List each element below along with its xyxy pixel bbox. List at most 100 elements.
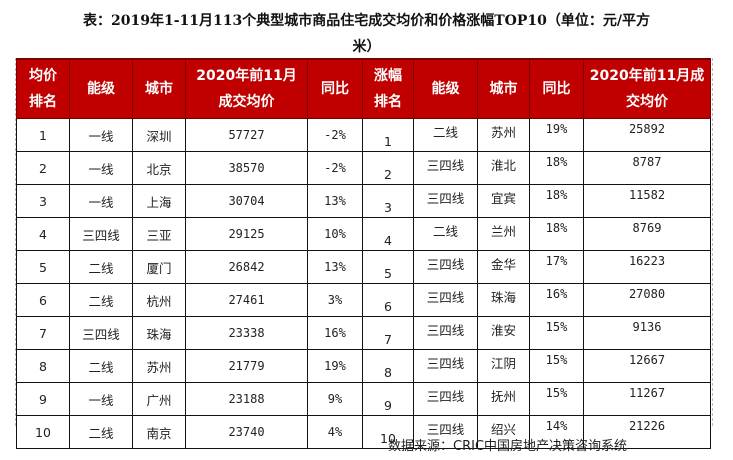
header-avg-rank-line2: 排名 [29, 94, 57, 110]
table-row: 8 二线 苏州 21779 19% 8 三四线 江阴 15% 12667 [16, 349, 711, 383]
avg-rank-cell: 4 [16, 217, 70, 251]
growth-rank-cell: 9 [362, 382, 414, 416]
tier-cell: 二线 [69, 250, 133, 284]
growth-rank-cell: 2 [362, 151, 414, 185]
city-cell: 南京 [132, 415, 186, 449]
avg-price-cell: 21226 [583, 415, 711, 449]
avg-rank-cell: 9 [16, 382, 70, 416]
yoy-cell: 13% [307, 250, 363, 284]
city-cell: 上海 [132, 184, 186, 218]
avg-price-cell: 8769 [583, 217, 711, 251]
city-cell: 三亚 [132, 217, 186, 251]
top10-price-table: 均价 排名 能级 城市 2020年前11月 成交均价 同比 涨幅 排名 能级 城… [16, 58, 711, 449]
header-price-right: 2020年前11月成 交均价 [583, 58, 711, 119]
avg-price-cell: 29125 [185, 217, 308, 251]
avg-rank-cell: 6 [16, 283, 70, 317]
avg-price-cell: 23188 [185, 382, 308, 416]
avg-price-cell: 27461 [185, 283, 308, 317]
left-guide-line [15, 58, 16, 426]
avg-rank-cell: 7 [16, 316, 70, 350]
tier-cell: 三四线 [69, 217, 133, 251]
header-avg-price-line1: 2020年前11月 [196, 68, 297, 84]
yoy-cell: 10% [307, 217, 363, 251]
yoy-cell: -2% [307, 151, 363, 185]
table-title: 表：2019年1-11月113个典型城市商品住宅成交均价和价格涨幅TOP10（单… [0, 8, 733, 60]
table-row: 6 二线 杭州 27461 3% 6 三四线 珠海 16% 27080 [16, 283, 711, 317]
tier-cell: 三四线 [413, 184, 478, 218]
avg-price-cell: 16223 [583, 250, 711, 284]
growth-rank-cell: 4 [362, 217, 414, 251]
table-row: 10 二线 南京 23740 4% 10 三四线 绍兴 14% 21226 [16, 415, 711, 449]
avg-rank-cell: 8 [16, 349, 70, 383]
yoy-cell: 18% [529, 151, 584, 185]
avg-price-cell: 23740 [185, 415, 308, 449]
growth-rank-cell: 6 [362, 283, 414, 317]
avg-price-cell: 38570 [185, 151, 308, 185]
city-cell: 厦门 [132, 250, 186, 284]
growth-rank-cell: 5 [362, 250, 414, 284]
header-yoy-right: 同比 [529, 58, 584, 119]
table-row: 4 三四线 三亚 29125 10% 4 二线 兰州 18% 8769 [16, 217, 711, 251]
table-row: 7 三四线 珠海 23338 16% 7 三四线 淮安 15% 9136 [16, 316, 711, 350]
city-cell: 北京 [132, 151, 186, 185]
table-row: 9 一线 广州 23188 9% 9 三四线 抚州 15% 11267 [16, 382, 711, 416]
avg-rank-cell: 2 [16, 151, 70, 185]
growth-rank-cell: 1 [362, 118, 414, 152]
header-avg-price-line2: 成交均价 [218, 94, 275, 110]
yoy-cell: 14% [529, 415, 584, 449]
avg-price-cell: 12667 [583, 349, 711, 383]
yoy-cell: 13% [307, 184, 363, 218]
header-price-right-line1: 2020年前11月成 [589, 68, 705, 84]
avg-price-cell: 26842 [185, 250, 308, 284]
title-line-2: 米） [352, 39, 381, 55]
yoy-cell: 3% [307, 283, 363, 317]
header-growth-rank-line2: 排名 [374, 94, 402, 110]
tier-cell: 一线 [69, 151, 133, 185]
city-cell: 广州 [132, 382, 186, 416]
city-cell: 抚州 [477, 382, 530, 416]
yoy-cell: 16% [529, 283, 584, 317]
header-city-right: 城市 [477, 58, 530, 119]
city-cell: 金华 [477, 250, 530, 284]
yoy-cell: -2% [307, 118, 363, 152]
yoy-cell: 17% [529, 250, 584, 284]
header-price-right-line2: 交均价 [626, 94, 668, 110]
tier-cell: 三四线 [413, 349, 478, 383]
yoy-cell: 15% [529, 382, 584, 416]
city-cell: 珠海 [477, 283, 530, 317]
tier-cell: 一线 [69, 382, 133, 416]
tier-cell: 三四线 [413, 382, 478, 416]
avg-price-cell: 8787 [583, 151, 711, 185]
header-city-left: 城市 [132, 58, 186, 119]
city-cell: 杭州 [132, 283, 186, 317]
yoy-cell: 15% [529, 316, 584, 350]
data-source-note: 数据来源：CRIC中国房地产决策咨询系统 [388, 439, 628, 454]
tier-cell: 三四线 [413, 316, 478, 350]
tier-cell: 三四线 [413, 415, 478, 449]
tier-cell: 一线 [69, 118, 133, 152]
avg-price-cell: 21779 [185, 349, 308, 383]
tier-cell: 三四线 [413, 283, 478, 317]
city-cell: 苏州 [132, 349, 186, 383]
header-avg-rank-line1: 均价 [29, 68, 57, 84]
avg-price-cell: 11582 [583, 184, 711, 218]
yoy-cell: 18% [529, 217, 584, 251]
right-guide-line [712, 58, 713, 426]
avg-rank-cell: 1 [16, 118, 70, 152]
avg-price-cell: 9136 [583, 316, 711, 350]
header-growth-rank: 涨幅 排名 [362, 58, 414, 119]
tier-cell: 二线 [413, 217, 478, 251]
tier-cell: 三四线 [69, 316, 133, 350]
city-cell: 江阴 [477, 349, 530, 383]
avg-price-cell: 23338 [185, 316, 308, 350]
table-row: 2 一线 北京 38570 -2% 2 三四线 淮北 18% 8787 [16, 151, 711, 185]
avg-price-cell: 11267 [583, 382, 711, 416]
header-avg-rank: 均价 排名 [16, 58, 70, 119]
yoy-cell: 4% [307, 415, 363, 449]
header-yoy-left: 同比 [307, 58, 363, 119]
header-avg-price: 2020年前11月 成交均价 [185, 58, 308, 119]
tier-cell: 二线 [69, 349, 133, 383]
growth-rank-cell: 7 [362, 316, 414, 350]
table-row: 1 一线 深圳 57727 -2% 1 二线 苏州 19% 25892 [16, 118, 711, 152]
avg-rank-cell: 5 [16, 250, 70, 284]
